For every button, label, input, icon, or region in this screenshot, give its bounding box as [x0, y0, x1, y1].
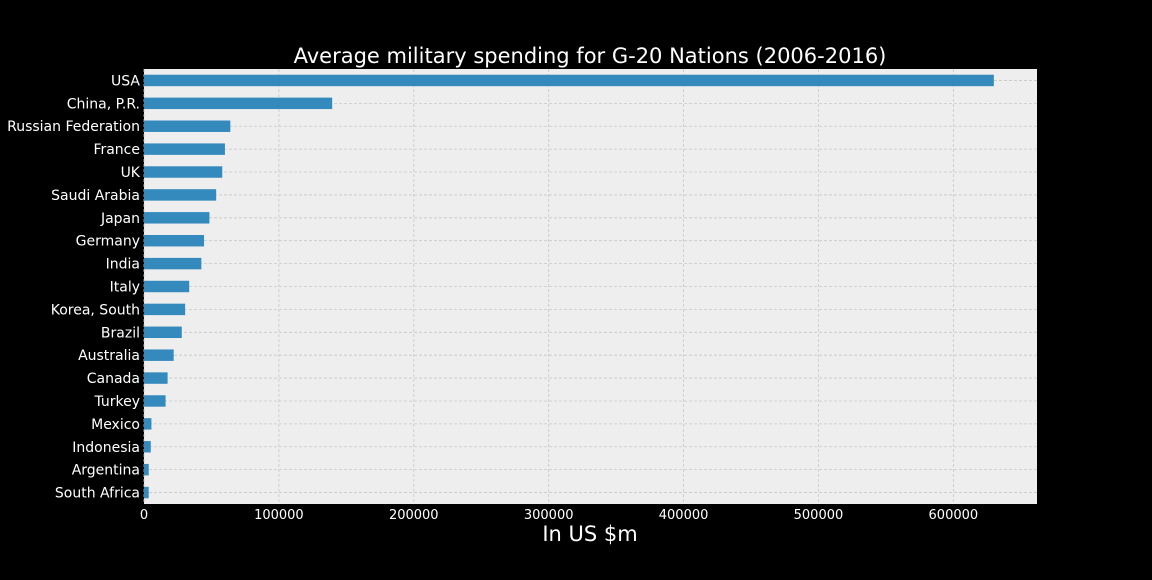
y-tick-label: Canada	[87, 371, 140, 387]
bar	[144, 349, 174, 361]
y-tick-label: Russian Federation	[7, 119, 140, 135]
y-axis-tick-labels: USA China, P.R. Russian Federation France UK…	[7, 73, 141, 501]
bar	[144, 189, 217, 201]
y-tick-label: India	[106, 257, 140, 273]
y-tick-label: Australia	[78, 348, 140, 364]
chart-title: Average military spending for G-20 Natio…	[294, 44, 887, 68]
y-tick-label: UK	[121, 165, 141, 181]
bar	[144, 120, 231, 132]
y-tick-label: Korea, South	[51, 302, 140, 318]
y-tick-label: Japan	[100, 211, 140, 227]
bar	[144, 97, 333, 110]
bar	[144, 257, 202, 270]
y-tick-label: Saudi Arabia	[51, 188, 140, 204]
bar	[144, 143, 225, 155]
bar	[144, 463, 149, 476]
y-tick-label: Brazil	[101, 325, 140, 341]
bar	[144, 212, 210, 224]
bar	[144, 486, 149, 499]
bar	[144, 74, 994, 87]
x-tick-label: 200000	[389, 508, 439, 523]
x-tick-label: 500000	[794, 508, 844, 523]
x-tick-label: 400000	[659, 508, 709, 523]
bar	[144, 395, 166, 407]
bar	[144, 303, 186, 316]
y-tick-label: Indonesia	[72, 440, 140, 456]
y-tick-label: Argentina	[72, 463, 140, 479]
bar	[144, 441, 151, 453]
x-axis-tick-labels: 0 100000 200000 300000 400000 500000 600000	[140, 508, 978, 523]
x-tick-label: 0	[140, 508, 148, 523]
x-tick-label: 600000	[929, 508, 979, 523]
y-tick-label: South Africa	[55, 486, 140, 502]
y-tick-label: Italy	[110, 280, 140, 296]
y-tick-label: Turkey	[93, 394, 140, 410]
x-tick-label: 100000	[254, 508, 304, 523]
bar	[144, 326, 182, 339]
y-tick-label: France	[93, 142, 140, 158]
bar	[144, 418, 152, 430]
y-tick-label: Germany	[76, 234, 140, 250]
y-tick-label: USA	[111, 73, 140, 89]
bar	[144, 372, 168, 384]
y-tick-label: China, P.R.	[67, 96, 140, 112]
bar	[144, 234, 205, 247]
x-axis-label: In US $m	[542, 522, 637, 546]
x-tick-label: 300000	[524, 508, 574, 523]
bar	[144, 166, 223, 178]
bar	[144, 280, 190, 293]
bars	[144, 74, 994, 499]
y-tick-label: Mexico	[91, 417, 140, 433]
